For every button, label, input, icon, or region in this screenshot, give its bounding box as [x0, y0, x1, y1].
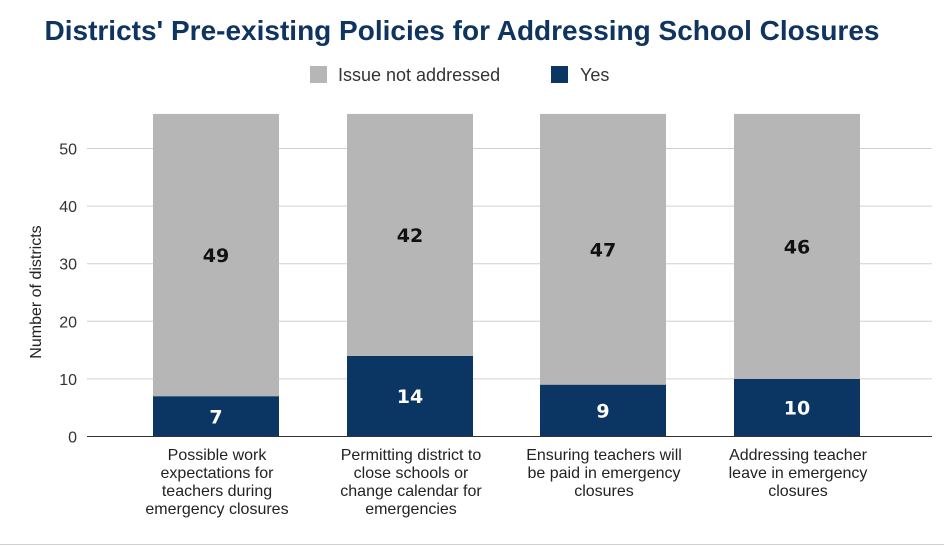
- data-label: 47: [590, 239, 616, 261]
- legend-label: Yes: [580, 65, 609, 85]
- bar-segment: [347, 113, 473, 356]
- x-category-label: Possible work: [168, 447, 268, 464]
- y-tick-label: 30: [59, 257, 77, 274]
- bar-segment: [734, 113, 860, 379]
- x-category-label: Ensuring teachers will: [526, 447, 682, 464]
- data-label: 42: [397, 225, 423, 247]
- y-tick-label: 20: [59, 314, 77, 331]
- data-label: 46: [784, 236, 810, 258]
- bars: 7 49 14 42 9 47 10 46: [153, 113, 860, 437]
- x-category-label: Addressing teacher: [729, 447, 868, 464]
- y-tick-label: 40: [59, 199, 77, 216]
- legend-swatch: [310, 66, 327, 83]
- data-label: 49: [203, 245, 229, 267]
- x-category-label: Permitting district to: [341, 447, 482, 464]
- x-category-label: closures: [768, 483, 828, 500]
- data-label: 14: [397, 386, 423, 408]
- data-label: 7: [209, 406, 222, 428]
- x-category-label: emergencies: [365, 501, 457, 518]
- chart-title: Districts' Pre-existing Policies for Add…: [45, 15, 880, 46]
- y-axis-title: Number of districts: [28, 225, 45, 358]
- bar-segment: [153, 396, 279, 437]
- bar-segment: [734, 378, 860, 437]
- x-category-label: emergency closures: [145, 501, 288, 518]
- x-category-label: teachers during: [162, 483, 272, 500]
- x-category-label: expectations for: [161, 465, 275, 482]
- y-axis-ticks: 0 10 20 30 40 50: [59, 142, 77, 447]
- x-category-label: be paid in emergency: [528, 465, 681, 482]
- data-label: 9: [596, 401, 609, 423]
- x-category-label: closures: [574, 483, 634, 500]
- y-tick-label: 50: [59, 142, 77, 159]
- legend-swatch: [551, 66, 568, 83]
- data-label: 10: [784, 398, 810, 420]
- x-category-label: leave in emergency: [729, 465, 868, 482]
- bar-segment: [153, 113, 279, 397]
- bar-segment: [540, 113, 666, 385]
- legend-label: Issue not addressed: [338, 65, 500, 85]
- y-tick-label: 0: [68, 430, 77, 447]
- bar-segment: [347, 355, 473, 437]
- bar-segment: [540, 384, 666, 437]
- legend: Issue not addressed Yes: [310, 65, 609, 85]
- x-category-label: close schools or: [354, 465, 469, 482]
- x-category-label: change calendar for: [340, 483, 482, 500]
- y-tick-label: 10: [59, 372, 77, 389]
